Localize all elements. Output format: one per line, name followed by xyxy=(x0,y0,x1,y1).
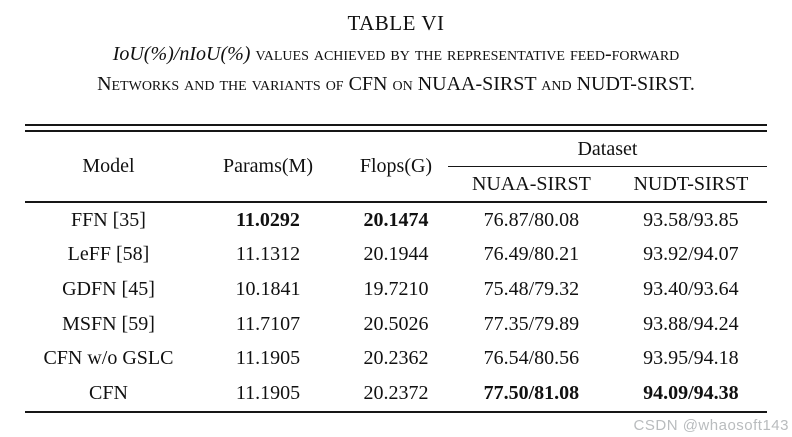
table-cell-nuaa: 76.54/80.56 xyxy=(483,347,580,370)
caption-math-metric: IoU(%)/nIoU(%) xyxy=(112,43,251,65)
table-header: Model Params(M) Flops(G) Dataset NUAA-SI… xyxy=(25,132,767,201)
table-cell-model: CFN xyxy=(89,381,128,404)
table-cell-params: 11.1905 xyxy=(235,381,301,404)
table-cell-nudt: 93.95/94.18 xyxy=(643,347,739,370)
table-cell-model: GDFN [45] xyxy=(62,277,155,300)
bottom-rule xyxy=(25,410,767,413)
table-cell-flops: 20.5026 xyxy=(363,312,429,335)
table-cell-flops: 19.7210 xyxy=(363,277,429,300)
table-cell-nudt: 93.88/94.24 xyxy=(643,312,739,335)
table-cell-params: 11.1312 xyxy=(235,243,301,266)
column-header-flops: Flops(G) xyxy=(359,155,433,177)
dataset-group-header: Dataset xyxy=(447,132,767,167)
caption-line-1: IoU(%)/nIoU(%) values achieved by the re… xyxy=(0,39,792,69)
caption-line-2: Networks and the variants of CFN on NUAA… xyxy=(97,73,695,95)
column-header-nudt-sirst: NUDT-SIRST xyxy=(633,172,749,195)
table-cell-flops: 20.2362 xyxy=(363,347,429,370)
table-body: FFN [35] 11.0292 20.1474 76.87/80.08 93.… xyxy=(25,203,767,411)
header-separator-rule xyxy=(25,201,767,203)
table-cell-nudt: 93.58/93.85 xyxy=(643,208,739,231)
table-cell-nuaa: 75.48/79.32 xyxy=(483,277,580,300)
watermark: CSDN @whaosoft143 xyxy=(633,417,789,434)
table-cell-model: CFN w/o GSLC xyxy=(43,347,174,370)
table-cell-nudt: 94.09/94.38 xyxy=(643,381,739,404)
table-cell-nudt: 93.40/93.64 xyxy=(643,277,739,300)
column-header-model: Model xyxy=(82,155,135,177)
table-cell-flops: 20.1944 xyxy=(363,243,429,266)
table-cell-flops: 20.1474 xyxy=(363,208,429,231)
table-row: FFN [35] 11.0292 20.1474 76.87/80.08 93.… xyxy=(25,203,767,238)
table-cell-nudt: 93.92/94.07 xyxy=(643,243,739,266)
table-cell-model: MSFN [59] xyxy=(62,312,155,335)
table-number-title: TABLE VI xyxy=(347,11,445,35)
table-row: MSFN [59] 11.7107 20.5026 77.35/79.89 93… xyxy=(25,307,767,342)
results-table: Model Params(M) Flops(G) Dataset NUAA-SI… xyxy=(25,124,767,413)
table-cell-params: 10.1841 xyxy=(235,277,301,300)
caption-line-1-text: values achieved by the representative fe… xyxy=(250,43,680,65)
table-cell-nuaa: 77.35/79.89 xyxy=(483,312,580,335)
table-row: CFN w/o GSLC 11.1905 20.2362 76.54/80.56… xyxy=(25,341,767,376)
table-cell-flops: 20.2372 xyxy=(363,381,429,404)
table-cell-nuaa: 77.50/81.08 xyxy=(483,381,580,404)
table-cell-params: 11.1905 xyxy=(235,347,301,370)
table-cell-params: 11.0292 xyxy=(236,208,300,231)
table-row: LeFF [58] 11.1312 20.1944 76.49/80.21 93… xyxy=(25,238,767,273)
table-cell-nuaa: 76.49/80.21 xyxy=(483,243,580,266)
top-double-rule xyxy=(25,124,767,132)
table-cell-model: FFN [35] xyxy=(70,208,146,231)
table-row: CFN 11.1905 20.2372 77.50/81.08 94.09/94… xyxy=(25,376,767,411)
table-cell-params: 11.7107 xyxy=(235,312,301,335)
table-cell-model: LeFF [58] xyxy=(67,243,150,266)
column-header-params: Params(M) xyxy=(223,155,313,177)
table-row: GDFN [45] 10.1841 19.7210 75.48/79.32 93… xyxy=(25,272,767,307)
column-header-nuaa-sirst: NUAA-SIRST xyxy=(471,172,591,195)
table-cell-nuaa: 76.87/80.08 xyxy=(483,208,580,231)
